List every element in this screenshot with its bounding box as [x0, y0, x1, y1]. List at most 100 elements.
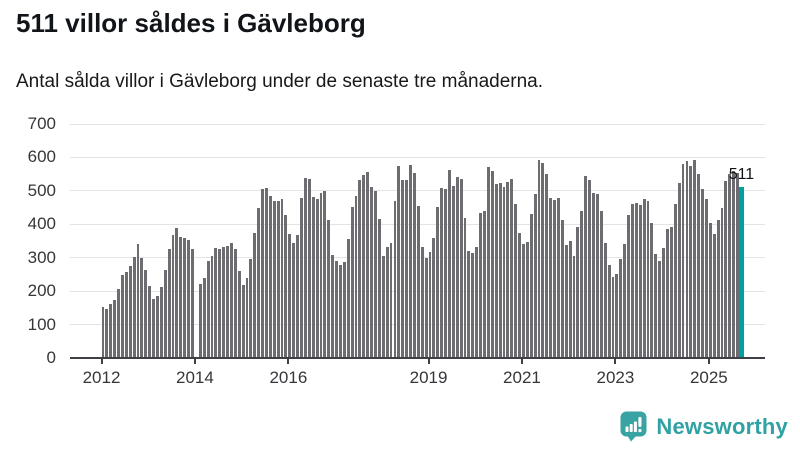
bar — [463, 217, 467, 358]
bar — [677, 182, 681, 358]
bar — [300, 197, 303, 358]
bar — [381, 256, 385, 358]
x-axis-tick-2014 — [193, 358, 196, 364]
bar — [428, 252, 432, 358]
bar — [451, 185, 455, 358]
bar — [440, 187, 444, 358]
bar — [163, 270, 167, 358]
bar — [389, 242, 393, 358]
bar — [397, 166, 401, 358]
bar — [701, 188, 704, 358]
bar — [510, 178, 514, 358]
bar — [319, 193, 323, 358]
bar — [537, 160, 541, 358]
bar — [257, 208, 261, 358]
bar — [187, 239, 191, 358]
bar — [595, 193, 599, 358]
bar — [253, 232, 257, 358]
bar — [619, 259, 623, 358]
bar — [732, 170, 736, 358]
x-axis-tick-2019 — [427, 358, 430, 364]
bar — [245, 278, 249, 358]
bar — [156, 295, 159, 358]
bar — [284, 215, 288, 358]
bar — [191, 248, 194, 358]
bar — [272, 200, 276, 358]
newsworthy-wordmark: Newsworthy — [656, 413, 788, 439]
bar — [654, 254, 658, 358]
bar — [210, 256, 214, 358]
bar — [514, 204, 518, 358]
bar — [720, 208, 724, 358]
bar — [646, 200, 650, 358]
bar — [117, 289, 120, 358]
bar — [292, 242, 296, 358]
y-axis-label-0: 0 — [46, 348, 56, 367]
gridline-500 — [70, 190, 765, 192]
bar — [152, 299, 155, 358]
bar — [268, 195, 272, 358]
gridline-700 — [70, 123, 765, 125]
bar — [603, 243, 607, 358]
bar — [623, 244, 627, 358]
bar — [584, 176, 588, 358]
bar — [350, 206, 354, 358]
bar — [486, 167, 490, 358]
bar — [708, 222, 712, 358]
bar — [237, 270, 241, 358]
bar — [459, 179, 463, 358]
x-axis-label-2014: 2014 — [176, 368, 214, 387]
bar — [525, 242, 529, 358]
x-axis-label-2012: 2012 — [82, 368, 121, 387]
x-axis-tick-2021 — [520, 358, 523, 364]
bar — [479, 212, 483, 358]
page-title: 511 villor såldes i Gävleborg — [16, 8, 366, 38]
x-axis-label-2023: 2023 — [596, 368, 635, 387]
bar — [124, 271, 128, 358]
bar — [323, 191, 327, 358]
bar — [716, 220, 720, 358]
bar — [159, 287, 163, 358]
bar — [214, 248, 218, 358]
bar — [448, 170, 451, 358]
bar — [615, 274, 619, 358]
x-axis-tick-2025 — [707, 358, 710, 364]
bar — [634, 202, 638, 358]
y-axis-label-400: 400 — [27, 214, 56, 234]
y-axis-label-200: 200 — [27, 281, 56, 301]
newsworthy-logo[interactable]: Newsworthy — [620, 411, 788, 442]
bar — [109, 303, 113, 358]
bar — [416, 205, 420, 358]
bar — [401, 180, 405, 358]
bar — [144, 270, 148, 358]
bar — [506, 182, 510, 358]
bar — [179, 236, 183, 358]
bar — [553, 200, 557, 358]
bar — [549, 198, 553, 358]
bar — [148, 285, 152, 358]
y-axis-label-100: 100 — [27, 314, 56, 334]
bar — [662, 247, 666, 358]
bar — [455, 177, 459, 358]
bar — [405, 179, 409, 358]
bar — [529, 214, 533, 358]
bar — [568, 241, 572, 358]
bar — [494, 183, 498, 358]
bar — [560, 219, 564, 358]
bar — [105, 308, 109, 358]
x-axis-tick-2012 — [100, 358, 103, 364]
highlight-value-label: 511 — [728, 166, 755, 184]
bar — [533, 194, 537, 358]
bar — [198, 284, 202, 358]
bar — [412, 173, 416, 358]
bar — [490, 171, 494, 358]
bar — [681, 163, 685, 358]
bar — [303, 177, 307, 358]
bar — [222, 247, 226, 358]
bar — [541, 163, 545, 358]
bar — [669, 227, 673, 358]
bar — [307, 179, 311, 358]
bar — [206, 261, 210, 358]
bar — [545, 173, 549, 358]
